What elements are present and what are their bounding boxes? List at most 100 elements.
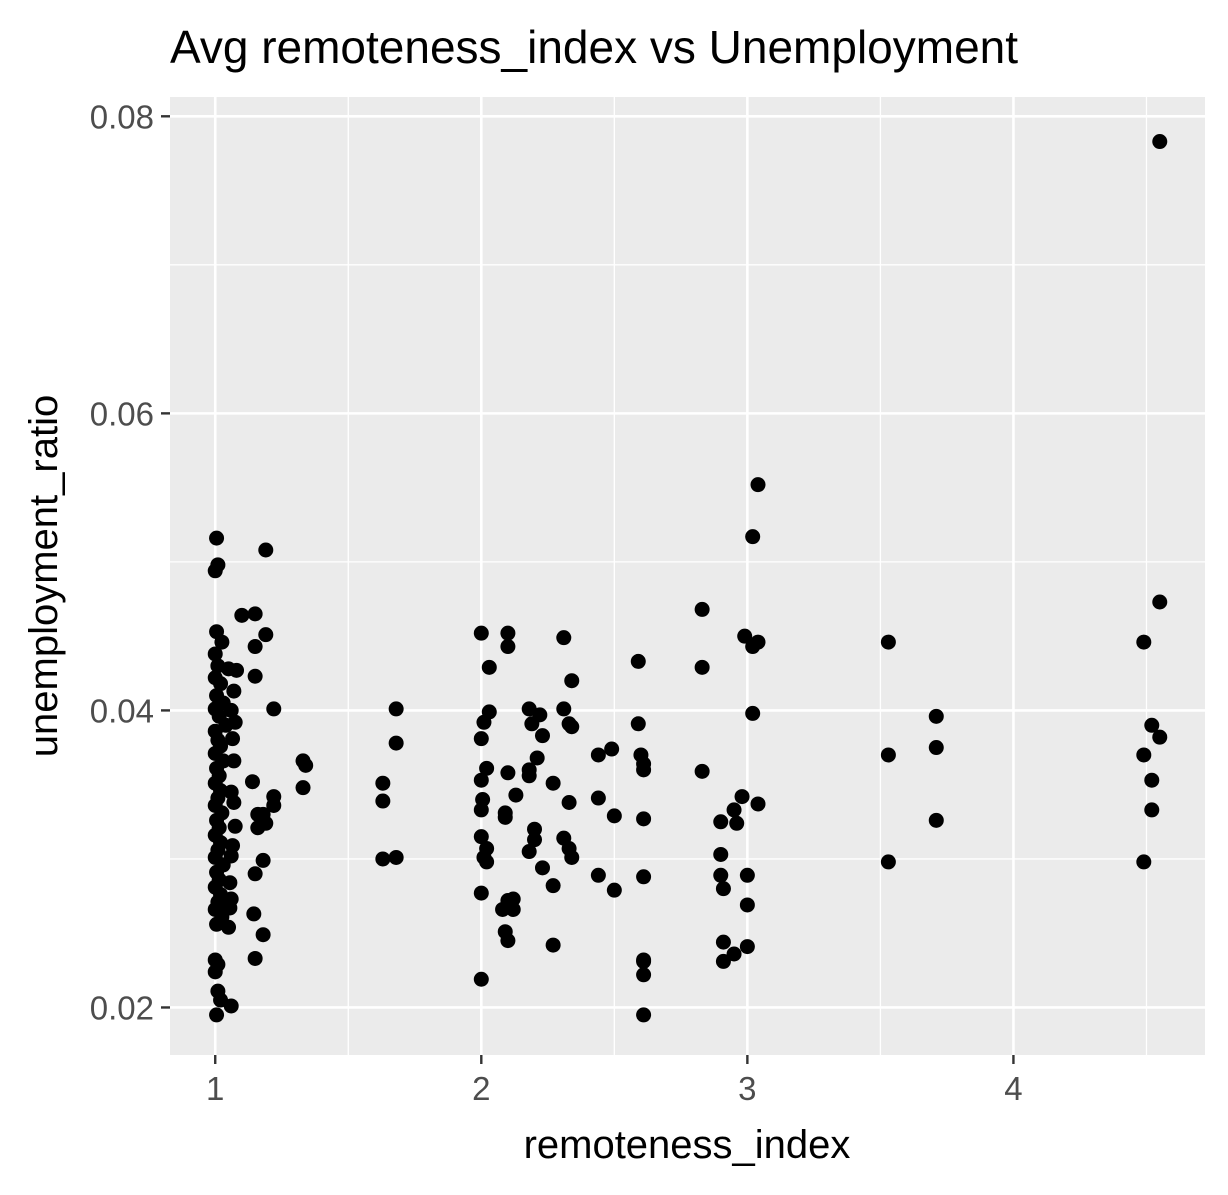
- data-point: [739, 939, 755, 955]
- data-point: [636, 967, 652, 983]
- data-point: [473, 885, 489, 901]
- data-point: [636, 811, 652, 827]
- data-point: [225, 731, 241, 747]
- data-point: [500, 639, 516, 655]
- data-point: [734, 789, 750, 805]
- data-point: [505, 891, 521, 907]
- data-point: [713, 846, 729, 862]
- x-axis-ticks: 1 2 3 4: [206, 1055, 1023, 1107]
- data-point: [545, 937, 561, 953]
- data-point: [375, 775, 391, 791]
- data-point: [636, 869, 652, 885]
- data-point: [247, 950, 263, 966]
- y-axis-ticks: 0.02 0.04 0.06 0.08: [90, 98, 170, 1026]
- data-point: [388, 735, 404, 751]
- data-point: [481, 659, 497, 675]
- data-point: [255, 852, 271, 868]
- data-point: [250, 820, 266, 836]
- data-point: [527, 821, 543, 837]
- data-point: [213, 676, 229, 692]
- data-point: [473, 731, 489, 747]
- data-point: [1152, 729, 1168, 745]
- chart-title: Avg remoteness_index vs Unemployment: [170, 21, 1018, 73]
- major-gridlines: [170, 97, 1205, 1055]
- data-point: [207, 964, 223, 980]
- data-point: [473, 829, 489, 845]
- data-point: [255, 927, 271, 943]
- data-point: [234, 607, 250, 623]
- data-point: [713, 867, 729, 883]
- data-point: [227, 818, 243, 834]
- data-point: [750, 634, 766, 650]
- y-tick-label: 0.06: [90, 395, 154, 432]
- data-point: [750, 796, 766, 812]
- data-point: [590, 867, 606, 883]
- data-point: [556, 630, 572, 646]
- data-point: [479, 760, 495, 776]
- data-point: [529, 750, 545, 766]
- data-point: [479, 854, 495, 870]
- data-point: [505, 901, 521, 917]
- data-point: [207, 563, 223, 579]
- data-point: [223, 848, 239, 864]
- data-point: [1136, 747, 1152, 763]
- data-point: [630, 653, 646, 669]
- data-point: [715, 881, 731, 897]
- data-point: [247, 668, 263, 684]
- data-point: [745, 705, 761, 721]
- data-point: [534, 728, 550, 744]
- data-point: [521, 844, 537, 860]
- minor-gridlines: [170, 97, 1205, 1055]
- data-point: [375, 793, 391, 809]
- data-point: [229, 662, 245, 678]
- data-point: [590, 790, 606, 806]
- data-point: [244, 774, 260, 790]
- y-tick-label: 0.08: [90, 98, 154, 135]
- data-point: [694, 659, 710, 675]
- data-point: [246, 906, 262, 922]
- data-point: [473, 772, 489, 788]
- data-point: [295, 780, 311, 796]
- data-point: [713, 814, 729, 830]
- data-point: [226, 795, 242, 811]
- data-point: [223, 998, 239, 1014]
- data-point: [222, 875, 238, 891]
- data-point: [561, 795, 577, 811]
- data-point: [564, 719, 580, 735]
- data-points: [207, 134, 1168, 1023]
- data-point: [928, 740, 944, 756]
- data-point: [222, 900, 238, 916]
- data-point: [247, 866, 263, 882]
- data-point: [928, 708, 944, 724]
- data-point: [928, 812, 944, 828]
- data-point: [739, 897, 755, 913]
- data-point: [481, 704, 497, 720]
- data-point: [473, 971, 489, 987]
- data-point: [630, 716, 646, 732]
- data-point: [694, 601, 710, 617]
- data-point: [375, 851, 391, 867]
- data-point: [473, 802, 489, 818]
- data-point: [226, 753, 242, 769]
- data-point: [880, 634, 896, 650]
- data-point: [737, 628, 753, 644]
- data-point: [545, 775, 561, 791]
- data-point: [545, 878, 561, 894]
- data-point: [258, 627, 274, 643]
- data-point: [750, 477, 766, 493]
- data-point: [266, 797, 282, 813]
- data-point: [209, 530, 225, 546]
- data-point: [726, 802, 742, 818]
- data-point: [258, 542, 274, 558]
- data-point: [1152, 594, 1168, 610]
- data-point: [726, 946, 742, 962]
- data-point: [715, 953, 731, 969]
- data-point: [227, 714, 243, 730]
- data-point: [495, 901, 511, 917]
- data-point: [606, 882, 622, 898]
- data-point: [226, 683, 242, 699]
- x-axis-label: remoteness_index: [524, 1123, 851, 1167]
- x-tick-label: 1: [206, 1070, 224, 1107]
- data-point: [209, 916, 225, 932]
